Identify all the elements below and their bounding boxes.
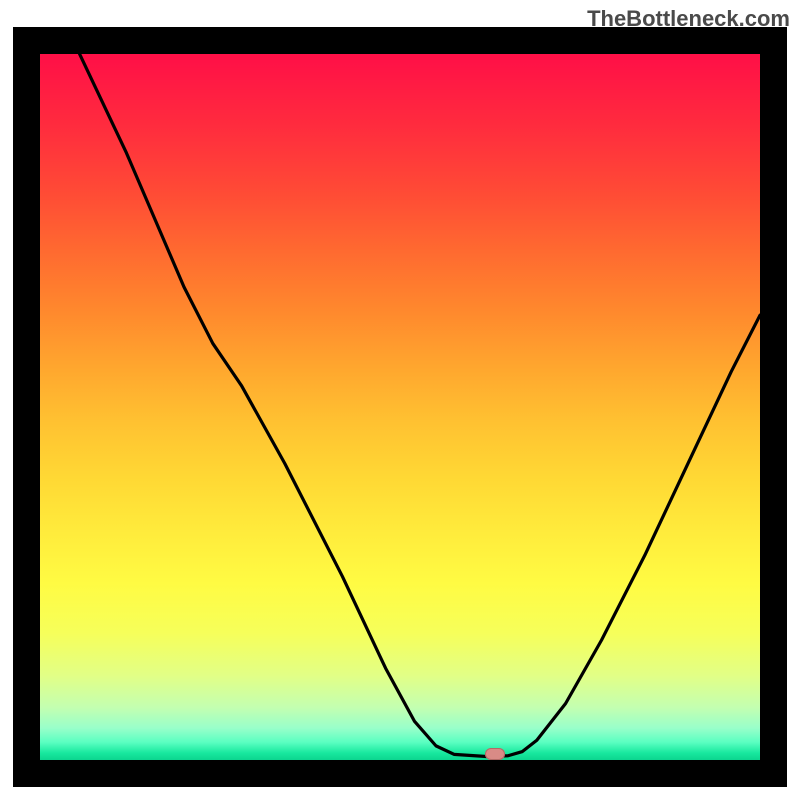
current-point-marker (485, 748, 505, 760)
heat-gradient-background (40, 54, 760, 760)
plot-frame (13, 27, 787, 787)
chart-container: { "attribution": { "text": "TheBottlenec… (0, 0, 800, 800)
attribution-text: TheBottleneck.com (587, 6, 790, 32)
plot-area (40, 54, 760, 760)
